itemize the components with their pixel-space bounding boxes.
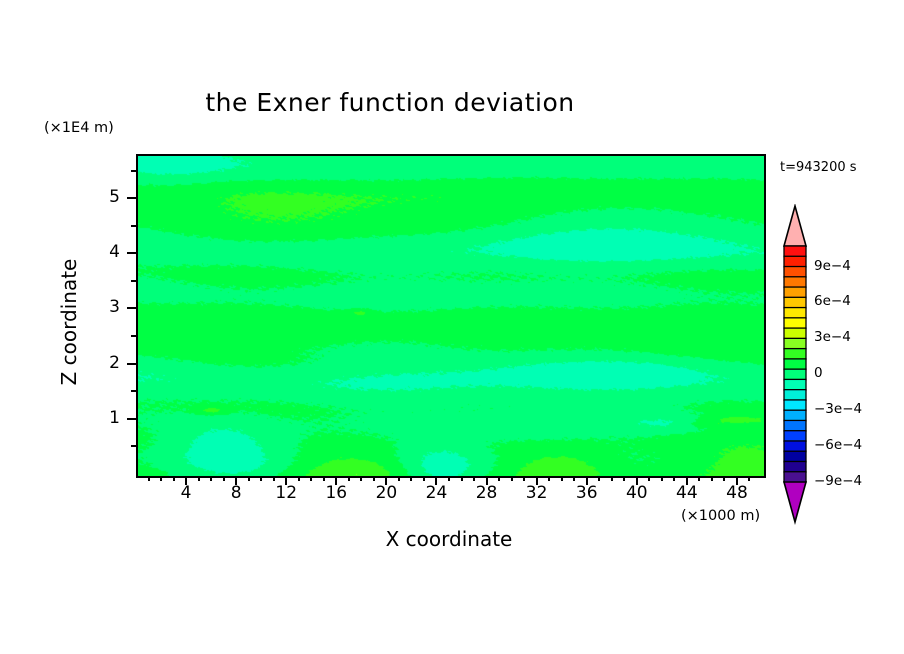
y-tick-label: 2 <box>109 352 120 373</box>
y-axis-unit-label: (×1E4 m) <box>44 120 114 136</box>
x-tick-label: 48 <box>726 483 748 503</box>
x-tick-minor <box>422 476 425 481</box>
colorbar <box>778 204 812 526</box>
x-tick-minor <box>247 476 250 481</box>
colorbar-tick-label: −9e−4 <box>814 473 863 489</box>
x-tick-label: 28 <box>475 483 498 503</box>
x-axis-title: X coordinate <box>385 527 513 551</box>
x-tick-major <box>435 476 438 485</box>
x-tick-minor <box>410 476 413 481</box>
x-tick-minor <box>723 476 726 481</box>
y-tick-major <box>127 252 136 255</box>
y-tick-minor <box>131 169 136 172</box>
colorbar-tick-label: 9e−4 <box>814 257 851 274</box>
x-tick-minor <box>297 476 300 481</box>
x-tick-label: 20 <box>375 483 398 503</box>
x-tick-label: 24 <box>425 483 448 503</box>
y-tick-label: 3 <box>109 297 120 318</box>
x-tick-minor <box>147 476 150 481</box>
x-tick-minor <box>698 476 701 481</box>
x-tick-label: 32 <box>525 483 548 503</box>
x-tick-major <box>685 476 688 485</box>
x-tick-minor <box>510 476 513 481</box>
x-tick-minor <box>710 476 713 481</box>
y-tick-major <box>127 362 136 365</box>
x-tick-minor <box>197 476 200 481</box>
x-tick-minor <box>648 476 651 481</box>
x-tick-major <box>585 476 588 485</box>
x-tick-major <box>385 476 388 485</box>
chart-title: the Exner function deviation <box>205 88 575 117</box>
contour-plot-area <box>136 154 766 478</box>
y-tick-minor <box>131 390 136 393</box>
contour-field-canvas <box>138 156 764 476</box>
y-tick-major <box>127 197 136 200</box>
y-tick-minor <box>131 335 136 338</box>
colorbar-tick-label: −6e−4 <box>814 437 863 454</box>
y-axis-title: Z coordinate <box>57 258 81 386</box>
y-tick-label: 1 <box>109 407 120 428</box>
x-tick-minor <box>322 476 325 481</box>
x-tick-label: 4 <box>180 483 192 503</box>
x-axis-unit-label: (×1000 m) <box>681 508 761 524</box>
x-tick-minor <box>347 476 350 481</box>
x-tick-minor <box>623 476 626 481</box>
x-tick-minor <box>210 476 213 481</box>
x-tick-minor <box>160 476 163 481</box>
y-tick-minor <box>131 445 136 448</box>
x-tick-minor <box>598 476 601 481</box>
colorbar-tick-label: 6e−4 <box>814 293 851 310</box>
x-tick-label: 44 <box>676 483 698 503</box>
x-tick-minor <box>660 476 663 481</box>
y-tick-label: 5 <box>109 187 120 208</box>
x-tick-minor <box>523 476 526 481</box>
x-tick-minor <box>222 476 225 481</box>
x-tick-label: 36 <box>575 483 598 503</box>
x-tick-label: 40 <box>625 483 648 503</box>
x-tick-minor <box>748 476 751 481</box>
x-tick-label: 12 <box>275 483 298 503</box>
colorbar-tick-label: −3e−4 <box>814 401 863 418</box>
x-tick-major <box>285 476 288 485</box>
x-tick-minor <box>172 476 175 481</box>
x-tick-minor <box>560 476 563 481</box>
x-tick-minor <box>260 476 263 481</box>
colorbar-swatches <box>782 204 808 526</box>
x-tick-major <box>735 476 738 485</box>
y-tick-major <box>127 307 136 310</box>
x-tick-minor <box>473 476 476 481</box>
colorbar-tick-label: 0 <box>814 365 823 382</box>
x-tick-label: 16 <box>325 483 348 503</box>
x-tick-major <box>485 476 488 485</box>
x-tick-minor <box>310 476 313 481</box>
x-tick-minor <box>498 476 501 481</box>
x-tick-minor <box>610 476 613 481</box>
y-tick-minor <box>131 224 136 227</box>
x-tick-minor <box>573 476 576 481</box>
x-tick-minor <box>397 476 400 481</box>
x-tick-minor <box>272 476 275 481</box>
x-tick-minor <box>372 476 375 481</box>
x-tick-major <box>235 476 238 485</box>
x-tick-label: 8 <box>230 483 242 503</box>
y-tick-minor <box>131 279 136 282</box>
x-tick-major <box>335 476 338 485</box>
x-tick-major <box>185 476 188 485</box>
colorbar-tick-label: 3e−4 <box>814 329 851 346</box>
x-tick-minor <box>460 476 463 481</box>
timestamp-label: t=943200 s <box>780 160 857 175</box>
x-tick-minor <box>673 476 676 481</box>
y-tick-major <box>127 417 136 420</box>
x-tick-major <box>535 476 538 485</box>
x-tick-minor <box>360 476 363 481</box>
x-tick-minor <box>448 476 450 481</box>
y-tick-label: 4 <box>109 242 120 263</box>
x-tick-minor <box>548 476 551 481</box>
x-tick-major <box>635 476 638 485</box>
